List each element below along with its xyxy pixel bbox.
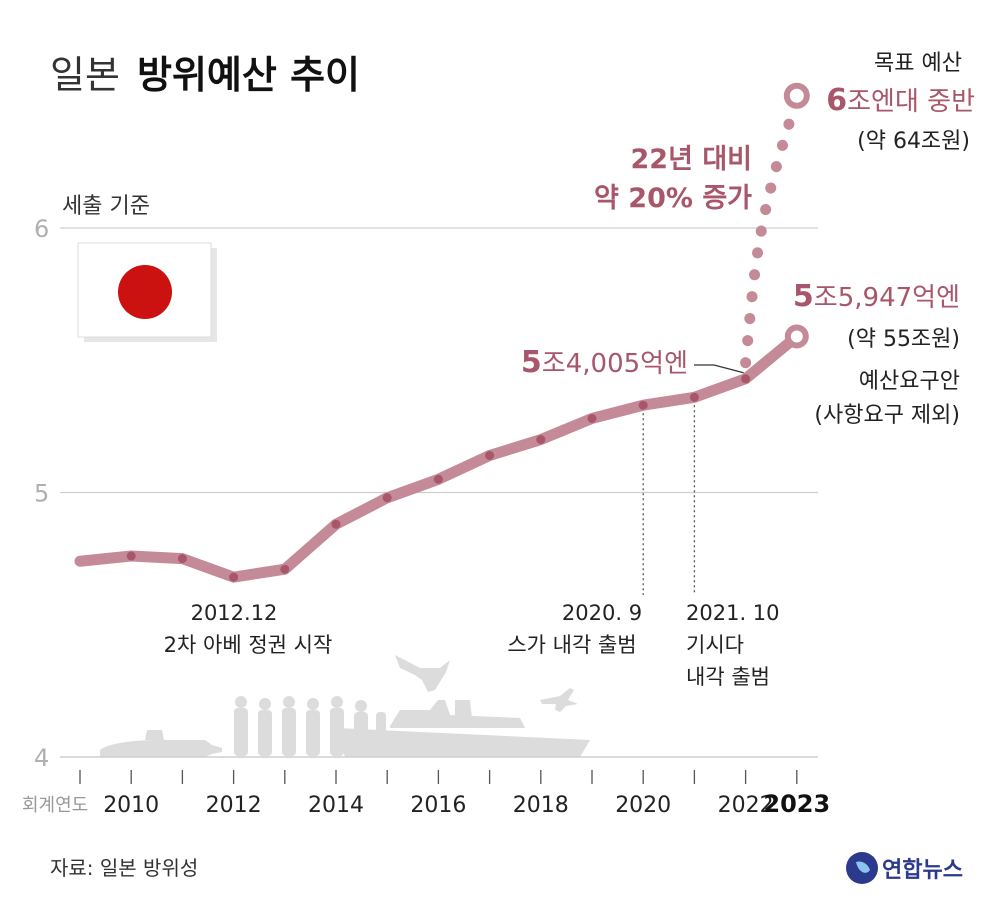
y-tick-label-4: 4: [34, 744, 49, 772]
brand-logo: 연합뉴스: [846, 852, 963, 884]
kishida-label-2: 내각 출범: [686, 665, 770, 689]
brand-name: 연합뉴스: [882, 857, 963, 883]
data-point-2020: [638, 400, 648, 410]
value-2023-label: 5조5,947억엔: [793, 279, 960, 314]
data-point-2015: [382, 493, 392, 503]
data-point-2012: [229, 572, 239, 582]
budget-series-line: [74, 330, 803, 583]
x-axis-label: 회계연도: [22, 795, 88, 816]
target-header: 목표 예산: [874, 51, 962, 76]
suga-date: 2020. 9: [562, 601, 642, 625]
chart-title: 일본 방위예산 추이: [50, 53, 360, 97]
warship-silhouette: [336, 700, 590, 757]
title-light: 일본: [50, 53, 120, 97]
value-2023-block: 5조5,947억엔 (약 55조원) 예산요구안 (사항요구 제외): [793, 279, 960, 428]
fighter-jet-small-silhouette: [540, 688, 578, 712]
kishida-label-1: 기시다: [686, 633, 744, 657]
target-krw: (약 64조원): [857, 129, 970, 154]
target-budget-marker: [783, 82, 810, 109]
target-value-rest: 조엔대 중반: [847, 87, 975, 117]
increase-note-line-2: 약 20% 증가: [594, 183, 752, 214]
x-tick-label-2022: 2022: [718, 793, 774, 818]
x-tick-label-2020: 2020: [615, 793, 671, 818]
data-point-2019: [587, 413, 597, 423]
target-value: 6조엔대 중반: [826, 83, 975, 118]
military-silhouette: [100, 655, 590, 757]
value-2022-label: 5조4,005억엔: [521, 345, 688, 380]
value-2022-connector: [694, 364, 744, 374]
y-tick-label-6: 6: [34, 215, 49, 243]
japan-flag: [77, 242, 217, 342]
data-point-2010: [126, 551, 136, 561]
data-point-2022: [741, 374, 751, 384]
soldiers-silhouette: [234, 696, 386, 756]
x-tick-label-2023: 2023: [763, 790, 830, 818]
data-point-2021: [689, 392, 699, 402]
value-2023-note: 예산요구안: [859, 369, 960, 394]
fighter-jet-large-silhouette: [395, 655, 450, 692]
value-2023-krw: (약 55조원): [847, 327, 960, 352]
value-2023-note-2: (사항요구 제외): [814, 403, 960, 428]
data-point-2014: [331, 519, 341, 529]
x-tick-label-2016: 2016: [410, 793, 466, 818]
y-tick-label-5: 5: [34, 480, 49, 508]
event-annotations: 2012.12 2차 아베 정권 시작 2020. 9 스가 내각 출범 202…: [164, 601, 780, 689]
kishida-date: 2021. 10: [686, 601, 780, 625]
flag-sun: [118, 265, 172, 319]
x-tick-label-2012: 2012: [206, 793, 262, 818]
value-2023-bold: 5: [793, 279, 814, 314]
abe-label: 2차 아베 정권 시작: [164, 633, 333, 657]
data-point-2017: [485, 450, 495, 460]
value-2022-bold: 5: [521, 345, 542, 380]
x-tick-label-2010: 2010: [103, 793, 159, 818]
unit-note: 세출 기준: [62, 194, 150, 219]
value-2023-rest: 조5,947억엔: [814, 283, 960, 313]
abe-date: 2012.12: [191, 601, 278, 625]
suga-label: 스가 내각 출범: [507, 633, 636, 657]
submarine-silhouette: [100, 730, 222, 757]
data-point-2011: [177, 554, 187, 564]
projection-dotted-line: [740, 106, 799, 369]
target-value-bold: 6: [826, 83, 847, 118]
gridlines: [60, 227, 818, 494]
x-tick-label-2014: 2014: [308, 793, 364, 818]
data-points: [126, 374, 751, 582]
event-marker-lines: [642, 405, 696, 595]
title-bold: 방위예산 추이: [137, 53, 360, 97]
source-note: 자료: 일본 방위성: [50, 856, 198, 880]
x-tick-label-2018: 2018: [513, 793, 569, 818]
data-point-2013: [280, 564, 290, 574]
value-2022-rest: 조4,005억엔: [542, 349, 688, 379]
y-tick-labels: 4 5 6: [34, 215, 49, 772]
data-point-2018: [536, 435, 546, 445]
data-point-2016: [433, 474, 443, 484]
increase-note-line-1: 22년 대비: [631, 144, 753, 175]
endpoint-2023-marker: [784, 324, 809, 349]
target-budget-block: 목표 예산 6조엔대 중반 (약 64조원): [826, 51, 975, 154]
